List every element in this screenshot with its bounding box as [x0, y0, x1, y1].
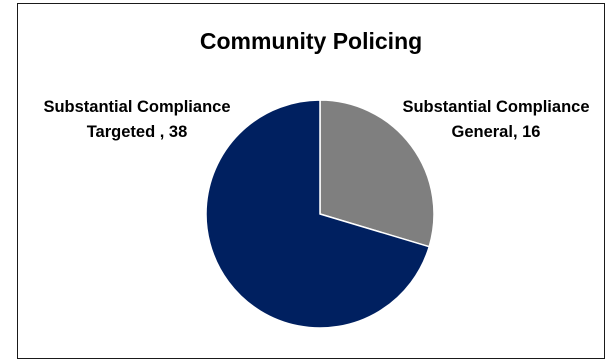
slice-label-general-line-2: General, 16 — [452, 123, 541, 141]
slice-label-general-line-1: Substantial Compliance — [402, 98, 589, 116]
slice-label-targeted-line-1: Substantial Compliance — [43, 98, 230, 116]
pie-slice-general — [319, 99, 435, 248]
slice-label-general: Substantial Compliance General, 16 — [402, 98, 589, 141]
slice-label-targeted: Substantial Compliance Targeted , 38 — [43, 98, 230, 141]
pie-slice-targeted — [205, 99, 431, 329]
chart-title: Community Policing — [199, 28, 423, 54]
slice-label-targeted-line-2: Targeted , 38 — [87, 123, 188, 141]
